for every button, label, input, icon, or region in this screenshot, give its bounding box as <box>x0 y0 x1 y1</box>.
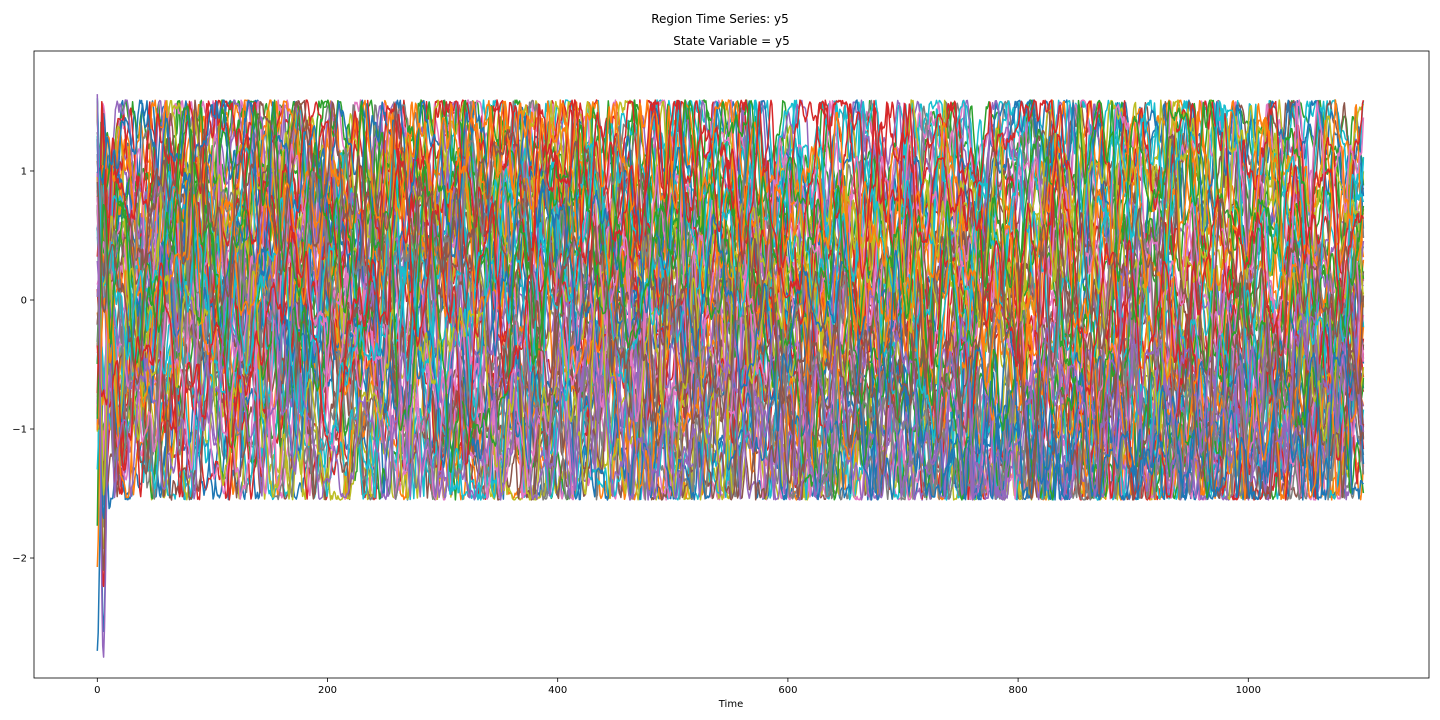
y-tick-label: −2 <box>12 554 27 565</box>
figure-suptitle: Region Time Series: y5 <box>651 12 789 26</box>
series-layer <box>96 94 1365 658</box>
series-line <box>96 94 1365 658</box>
x-tick-label: 200 <box>318 685 337 696</box>
y-tick-label: −1 <box>12 425 27 436</box>
x-axis: 0 200 400 600 800 1000 <box>94 678 1261 696</box>
series-line <box>96 99 1365 500</box>
series-line <box>96 99 1365 501</box>
series-line <box>96 100 1365 501</box>
series-line <box>96 103 1365 501</box>
series-line <box>96 99 1365 415</box>
series-line <box>96 99 1365 500</box>
x-axis-label: Time <box>718 699 743 710</box>
x-tick-label: 800 <box>1009 685 1028 696</box>
x-tick-label: 1000 <box>1236 685 1261 696</box>
series-line <box>96 183 1365 506</box>
series-line <box>96 98 1365 445</box>
series-line <box>96 171 1365 501</box>
series-line <box>96 99 1365 441</box>
axes-title: State Variable = y5 <box>673 34 790 48</box>
y-axis: −2 −1 0 1 <box>12 166 34 565</box>
axes-frame <box>33 50 1430 679</box>
series-line <box>96 99 1365 473</box>
y-tick-label: 1 <box>21 166 27 177</box>
x-tick-label: 600 <box>778 685 797 696</box>
series-line <box>96 99 1365 498</box>
y-tick-label: 0 <box>21 295 27 306</box>
x-tick-label: 0 <box>94 685 100 696</box>
series-line <box>96 99 1365 501</box>
x-tick-label: 400 <box>548 685 567 696</box>
series-line <box>96 99 1365 501</box>
